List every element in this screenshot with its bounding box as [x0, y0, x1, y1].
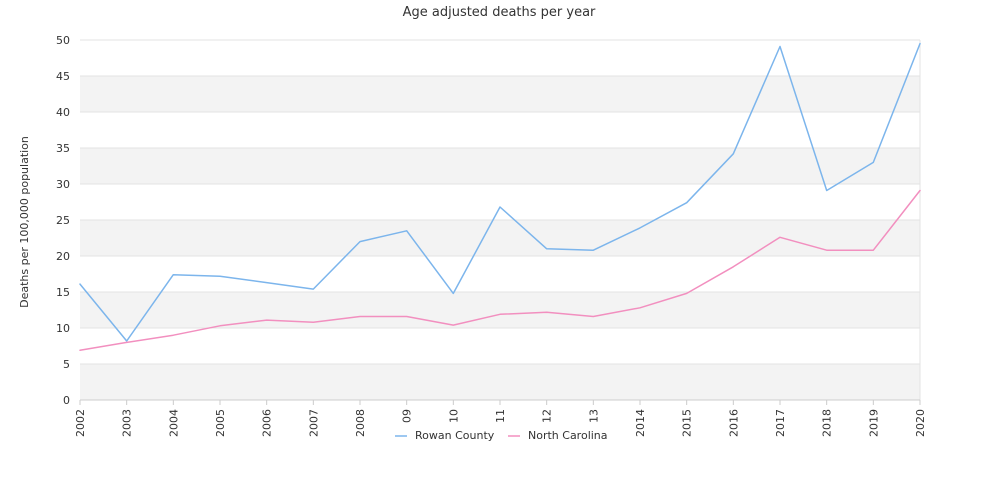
y-tick-label: 0 — [63, 394, 70, 407]
x-tick-label: 13 — [587, 409, 600, 423]
x-tick-label: 2019 — [867, 409, 880, 437]
y-tick-label: 20 — [56, 250, 70, 263]
y-axis-label: Deaths per 100,000 population — [18, 136, 31, 308]
grid-band — [80, 292, 920, 328]
x-tick-label: 2008 — [354, 409, 367, 437]
x-tick-label: 11 — [494, 409, 507, 423]
x-tick-label: 10 — [447, 409, 460, 423]
x-tick-label: 2007 — [307, 409, 320, 437]
grid-bands — [80, 40, 920, 400]
series-line-north-carolina — [79, 189, 921, 352]
x-tick-label: 2015 — [681, 409, 694, 437]
legend-label: Rowan County — [415, 429, 495, 442]
x-tick-label: 2006 — [261, 409, 274, 437]
legend-item-rowan-county[interactable]: Rowan County — [395, 429, 495, 442]
y-axis-ticks: 0 5 10 15 20 25 30 35 40 45 50 — [56, 34, 70, 407]
y-tick-label: 40 — [56, 106, 70, 119]
y-tick-label: 15 — [56, 286, 70, 299]
grid-band — [80, 148, 920, 184]
grid-band — [80, 256, 920, 292]
series-layer — [79, 42, 921, 352]
x-tick-label: 2003 — [121, 409, 134, 437]
x-axis-ticks: 2002 2003 2004 2005 2006 2007 2008 09 10 11 12 13 20… — [74, 400, 927, 437]
y-tick-label: 25 — [56, 214, 70, 227]
grid-band — [80, 112, 920, 148]
x-tick-label: 12 — [541, 409, 554, 423]
series-line-rowan-county — [79, 42, 921, 342]
grid-band — [80, 76, 920, 112]
y-tick-label: 10 — [56, 322, 70, 335]
x-tick-label: 2005 — [214, 409, 227, 437]
y-tick-label: 45 — [56, 70, 70, 83]
chart-title: Age adjusted deaths per year — [403, 5, 596, 20]
x-tick-label: 2020 — [914, 409, 927, 437]
x-tick-label: 2002 — [74, 409, 87, 437]
x-tick-label: 2014 — [634, 409, 647, 437]
legend-item-north-carolina[interactable]: North Carolina — [508, 429, 608, 442]
y-tick-label: 5 — [63, 358, 70, 371]
x-tick-label: 2018 — [821, 409, 834, 437]
x-tick-label: 2017 — [774, 409, 787, 437]
y-tick-label: 30 — [56, 178, 70, 191]
x-tick-label: 2004 — [167, 409, 180, 437]
y-tick-label: 50 — [56, 34, 70, 47]
grid-band — [80, 40, 920, 76]
grid-band — [80, 364, 920, 400]
x-tick-label: 09 — [401, 409, 414, 423]
grid-band — [80, 328, 920, 364]
grid-band — [80, 184, 920, 220]
grid-band — [80, 220, 920, 256]
legend-label: North Carolina — [528, 429, 608, 442]
x-tick-label: 2016 — [727, 409, 740, 437]
legend: Rowan County North Carolina — [395, 429, 608, 442]
y-tick-label: 35 — [56, 142, 70, 155]
